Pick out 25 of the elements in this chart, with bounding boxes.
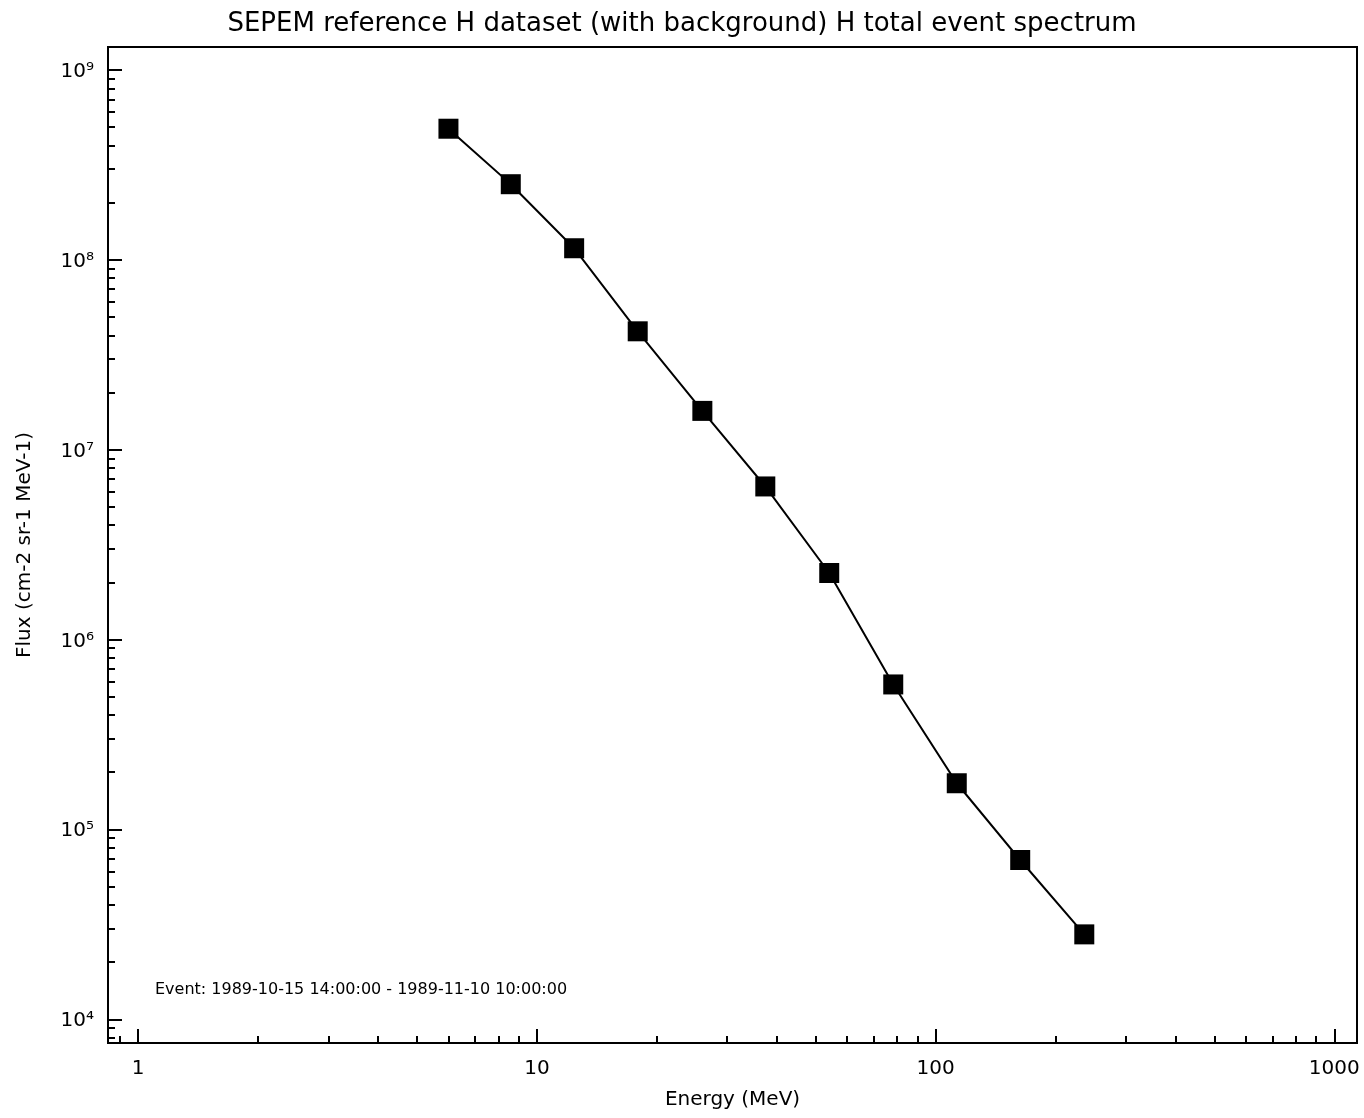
- y-tick-label: 10⁸: [60, 247, 94, 272]
- point: [819, 563, 840, 584]
- x-tick-label: 100: [916, 1055, 955, 1079]
- point: [883, 674, 904, 695]
- x-tick-label: 10: [524, 1055, 550, 1079]
- annotation: Event: 1989-10-15 14:00:00 - 1989-11-10 10:00:00: [155, 978, 568, 998]
- x-tick-label: 1: [131, 1055, 145, 1079]
- y-tick-label: 10⁶: [60, 627, 94, 652]
- point: [946, 773, 967, 794]
- y-tick-label: 10⁷: [60, 437, 94, 462]
- point: [755, 476, 776, 497]
- x-tick-label: 1000: [1308, 1055, 1360, 1079]
- y-tick-label: 10⁵: [60, 817, 94, 842]
- chart-title: SEPEM reference H dataset (with background) H total event spectrum: [227, 7, 1137, 37]
- point: [564, 238, 585, 259]
- point: [438, 118, 459, 139]
- x-axis-title: Energy (MeV): [664, 1086, 801, 1110]
- point: [1074, 924, 1095, 945]
- point: [692, 400, 713, 421]
- point: [1010, 850, 1031, 870]
- y-tick-label: 10⁴: [60, 1007, 94, 1032]
- y-tick-label: 10⁹: [60, 57, 94, 82]
- point: [500, 174, 521, 195]
- point: [627, 321, 648, 342]
- y-axis-title: Flux (cm-2 sr-1 MeV-1): [11, 432, 35, 658]
